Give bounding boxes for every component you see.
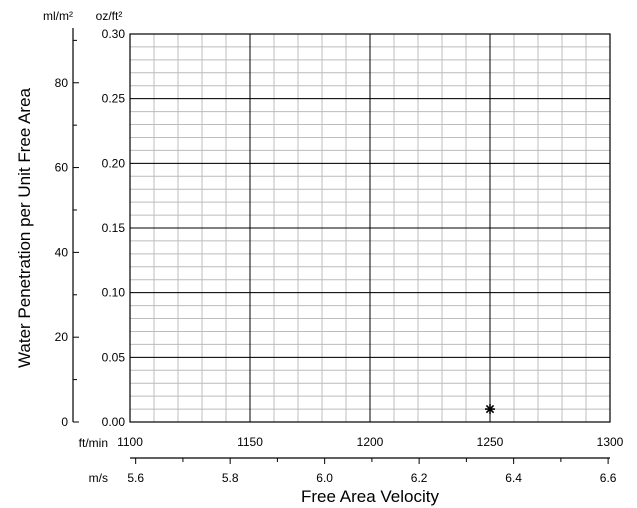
x-primary-tick-label: 1300	[597, 435, 624, 449]
x-primary-tick-label: 1100	[117, 435, 143, 449]
data-point	[485, 404, 495, 415]
grid	[129, 33, 611, 423]
y-primary-tick-label: 0.15	[102, 221, 126, 235]
y-primary-tick-label: 0.05	[102, 350, 126, 364]
y-primary-tick-label: 0.30	[102, 27, 126, 41]
x-primary-tick-label: 1150	[237, 435, 263, 449]
y-primary-tick-label: 0.20	[102, 156, 126, 170]
y-axis-title: Water Penetration per Unit Free Area	[15, 87, 34, 368]
data-points	[485, 404, 495, 415]
x-secondary-tick-label: 6.6	[600, 471, 617, 485]
y-primary-tick-label: 0.10	[102, 286, 126, 300]
axes: 0.00 0.05 0.10 0.15 0.20 0.25 0.30 0 20 40 60 80 110…	[55, 27, 624, 485]
y-secondary-tick-label: 0	[61, 415, 68, 429]
y-secondary-tick-label: 40	[55, 245, 69, 259]
y-primary-unit-label: oz/ft²	[96, 9, 123, 23]
y-secondary-tick-label: 20	[55, 330, 69, 344]
y-primary-tick-label: 0.25	[102, 92, 126, 106]
x-secondary-tick-label: 6.2	[411, 471, 428, 485]
plot-frame	[129, 33, 611, 423]
y-secondary-tick-label: 80	[55, 76, 69, 90]
x-axis-title: Free Area Velocity	[301, 487, 439, 506]
x-secondary-tick-label: 6.4	[505, 471, 522, 485]
x-secondary-tick-label: 6.0	[316, 471, 333, 485]
x-secondary-tick-label: 5.8	[222, 471, 239, 485]
y-secondary-unit-label: ml/m²	[43, 9, 73, 23]
data-point-stroke	[485, 404, 495, 414]
x-primary-tick-label: 1250	[477, 435, 504, 449]
x-secondary-tick-label: 5.6	[127, 471, 144, 485]
x-primary-unit-label: ft/min	[79, 436, 108, 450]
x-primary-tick-label: 1200	[357, 435, 384, 449]
y-primary-tick-label: 0.00	[102, 415, 126, 429]
x-secondary-unit-label: m/s	[89, 471, 108, 485]
y-secondary-tick-label: 60	[55, 161, 69, 175]
